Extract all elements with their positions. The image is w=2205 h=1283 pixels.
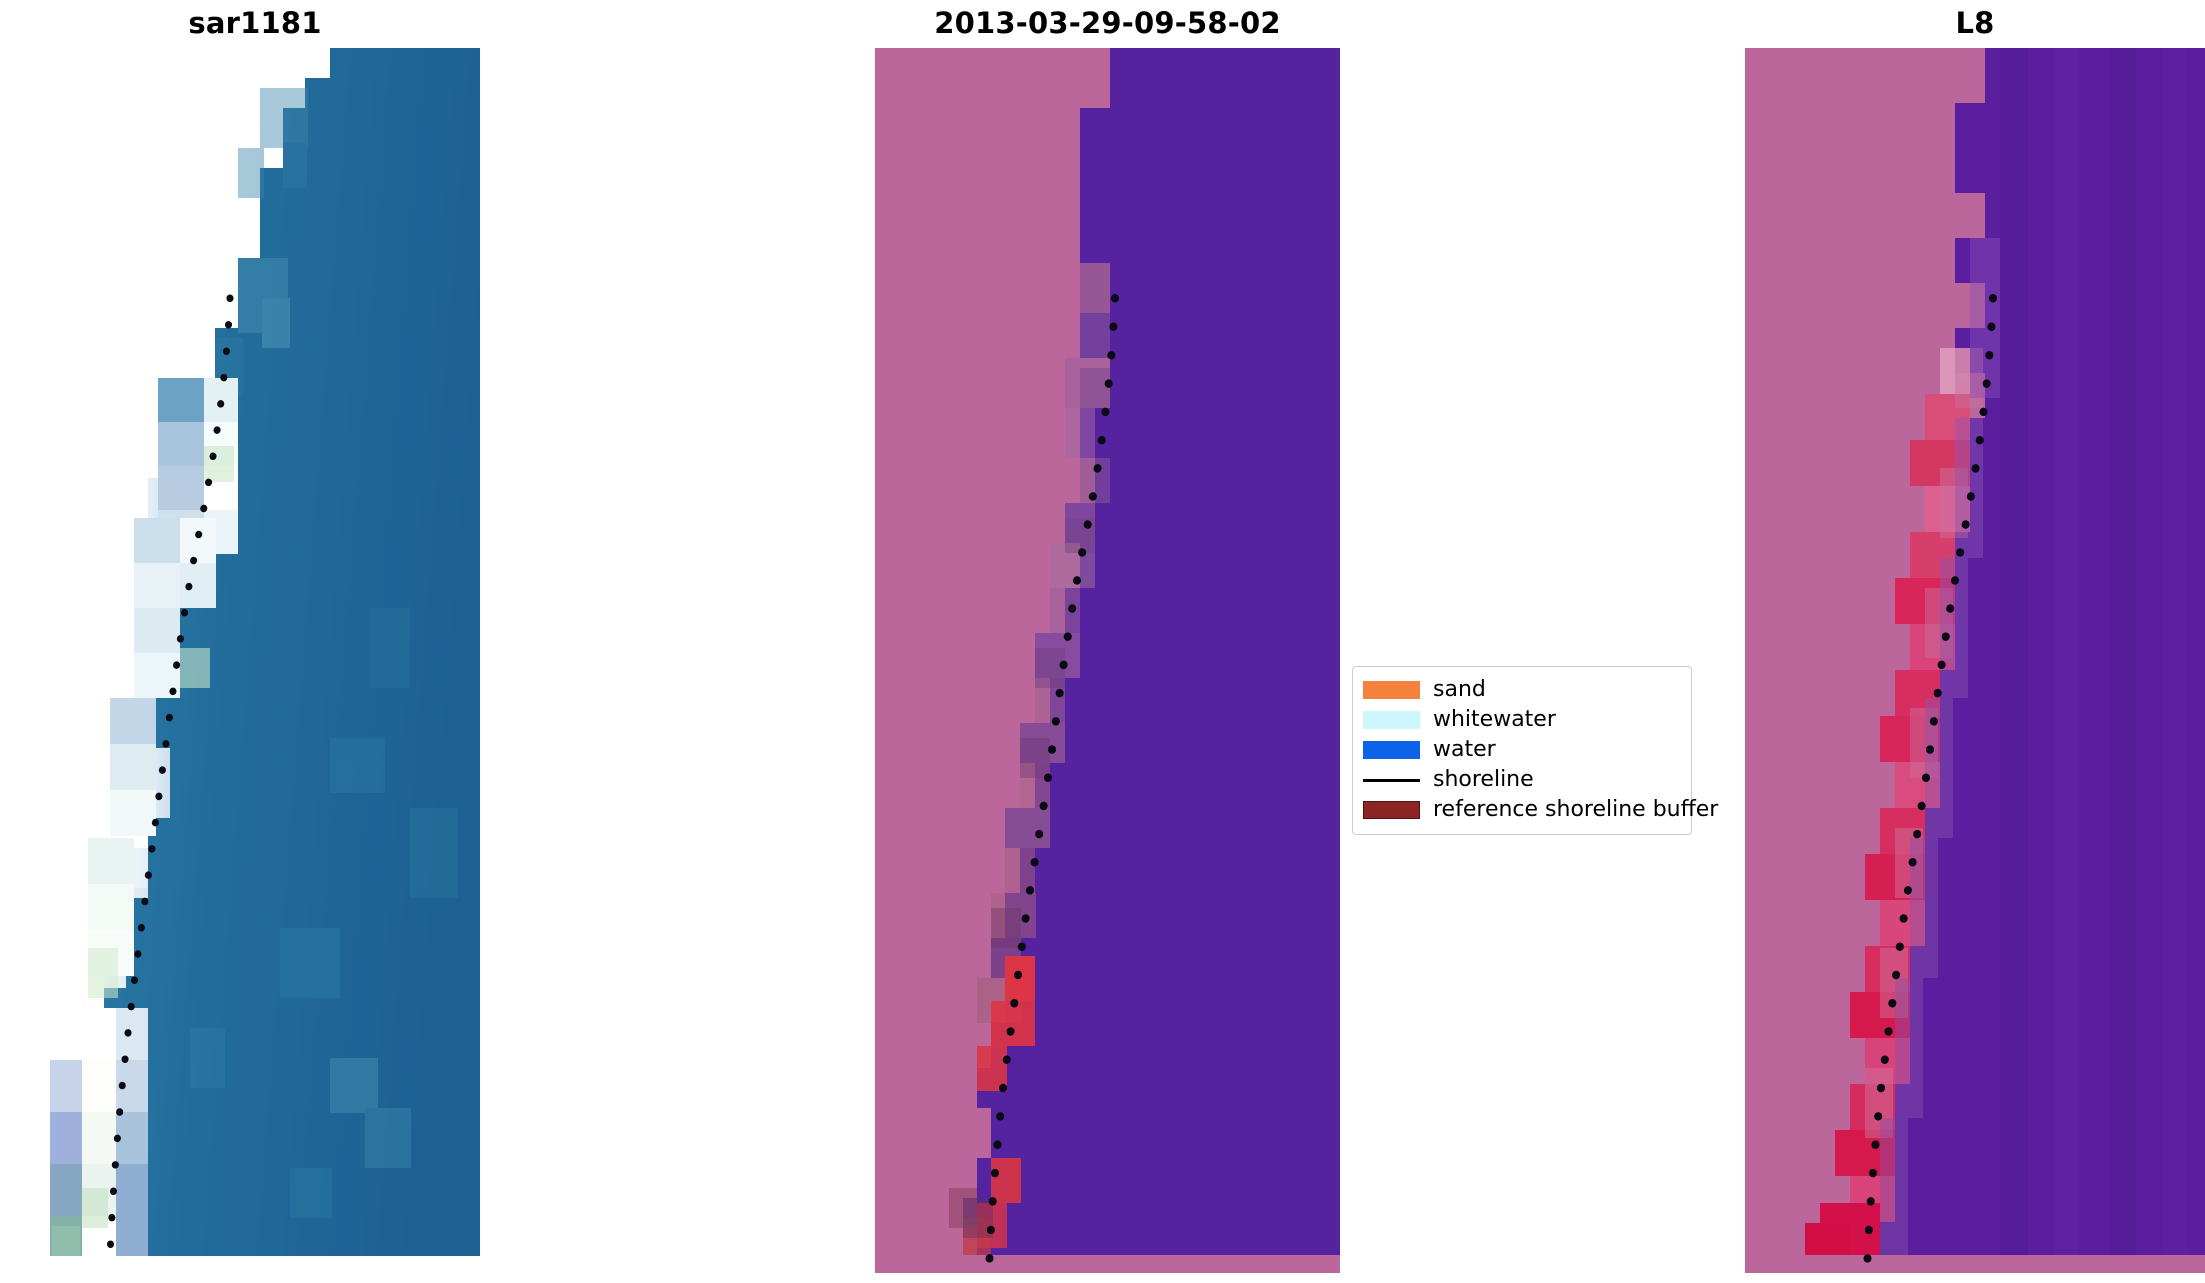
class-transition-pixels	[977, 263, 1110, 1023]
sar-foam-pixels	[50, 378, 238, 1256]
l8-water-region	[1850, 48, 2205, 1255]
class-bottom-band	[875, 1255, 1340, 1273]
l8-water-banding	[2000, 48, 2187, 1255]
panel-title-classified: 2013-03-29-09-58-02	[934, 6, 1281, 40]
class-reference-buffer	[949, 956, 1035, 1255]
classification-raster	[875, 48, 1340, 1273]
legend-box: sand whitewater water shoreline referenc…	[1352, 666, 1718, 835]
class-shoreline-dotted	[985, 294, 1119, 1273]
legend-label-shoreline: shoreline	[1433, 767, 1534, 792]
class-surf-mottle	[963, 368, 1110, 1238]
legend-item-sand: sand	[1363, 675, 1681, 705]
l8-bottom-band	[1745, 1255, 2205, 1273]
shoreline-line-icon	[1363, 771, 1420, 789]
panel-title-l8: L8	[1955, 6, 1995, 40]
sar-raster	[50, 48, 480, 1256]
legend-item-whitewater: whitewater	[1363, 705, 1681, 735]
l8-raster	[1745, 48, 2205, 1273]
water-swatch-icon	[1363, 741, 1420, 759]
sar-water-body	[104, 48, 480, 1256]
legend-label-sand: sand	[1433, 677, 1486, 702]
sand-swatch-icon	[1363, 681, 1420, 699]
sar-texture-patches	[190, 88, 458, 1218]
reference-buffer-swatch-icon	[1363, 801, 1420, 819]
sar-green-tint	[52, 446, 234, 1256]
whitewater-swatch-icon	[1363, 711, 1420, 729]
l8-water-haze	[1880, 238, 2000, 1255]
legend-label-water: water	[1433, 737, 1496, 762]
legend-item-shoreline: shoreline	[1363, 765, 1681, 795]
sar-shoreline-dotted	[106, 294, 234, 1256]
legend-item-water: water	[1363, 735, 1681, 765]
panel-l8-image	[1745, 48, 2205, 1273]
legend-item-reference-buffer: reference shoreline buffer	[1363, 795, 1718, 825]
panel-title-sar: sar1181	[188, 6, 322, 40]
l8-shoreline-dotted	[1863, 294, 1997, 1273]
legend-label-reference-buffer: reference shoreline buffer	[1433, 797, 1719, 822]
panel-classification-image	[875, 48, 1340, 1273]
class-water-region	[963, 48, 1340, 1255]
legend-label-whitewater: whitewater	[1433, 707, 1556, 732]
panel-sar-image	[30, 48, 480, 1256]
